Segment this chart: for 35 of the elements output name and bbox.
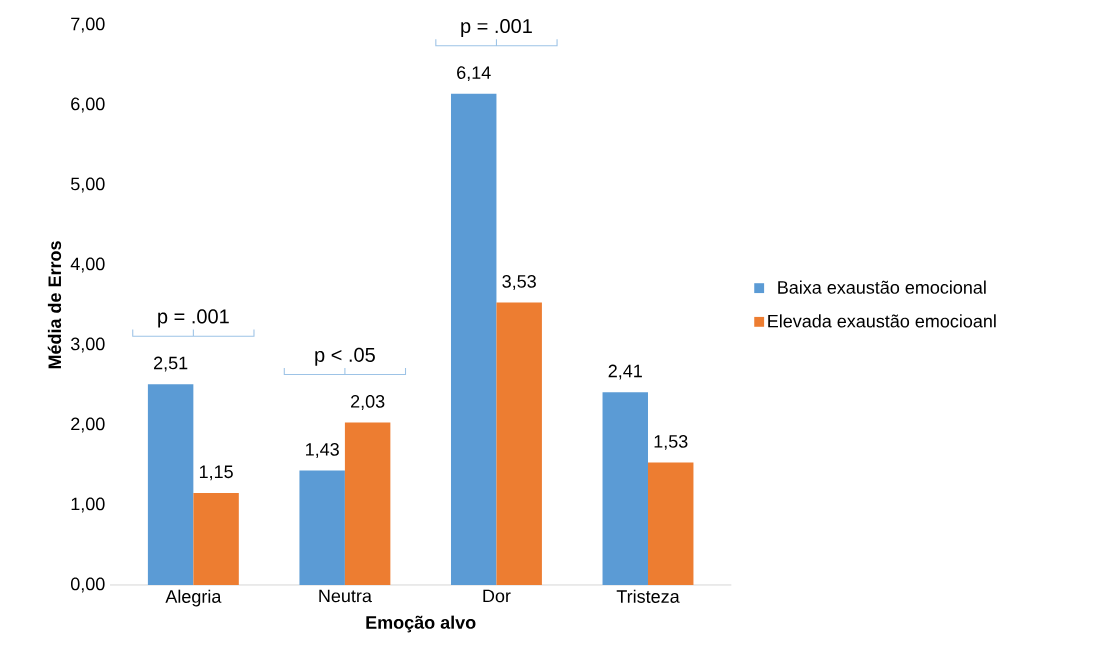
bar [344, 422, 391, 585]
y-tick-label: 2,00 [71, 417, 105, 433]
bar [193, 492, 239, 585]
y-tick-label: 6,00 [71, 97, 105, 113]
data-label: 2,51 [154, 356, 188, 372]
data-label: 1,53 [654, 435, 688, 450]
bar [450, 93, 497, 585]
annotation: p = .001 [158, 309, 229, 328]
bar [496, 302, 542, 585]
y-tick-label: 4,00 [70, 257, 105, 273]
y-tick-label: 1,00 [71, 497, 105, 513]
y-tick-label: 7,00 [71, 17, 105, 33]
data-label: 1,43 [306, 443, 339, 458]
annotation: p < .05 [315, 347, 375, 366]
x-tick-label: Neutra [319, 589, 372, 603]
y-tick-label: 3,00 [70, 337, 105, 353]
annotation: p = .001 [461, 18, 532, 38]
bar [602, 392, 648, 585]
legend-label: Elevada exaustão emocioanl [768, 314, 996, 328]
y-tick-label: 0,00 [70, 577, 105, 593]
bar [299, 470, 345, 585]
x-axis-title: Emoção alvo [366, 615, 476, 633]
data-label: 6,14 [457, 66, 491, 82]
y-axis-title: Média de Erros [47, 241, 62, 369]
legend-label: Baixa exaustão emocional [778, 280, 986, 294]
x-tick-label: Alegria [165, 589, 222, 607]
data-label: 3,53 [502, 275, 536, 290]
bar [147, 384, 194, 585]
data-label: 2,03 [351, 395, 385, 410]
y-tick-label: 5,00 [70, 177, 105, 193]
data-label: 1,15 [199, 465, 233, 481]
data-label: 2,41 [608, 364, 642, 380]
x-tick-label: Tristeza [616, 589, 680, 603]
bar [647, 462, 694, 585]
x-tick-label: Dor [483, 589, 511, 603]
